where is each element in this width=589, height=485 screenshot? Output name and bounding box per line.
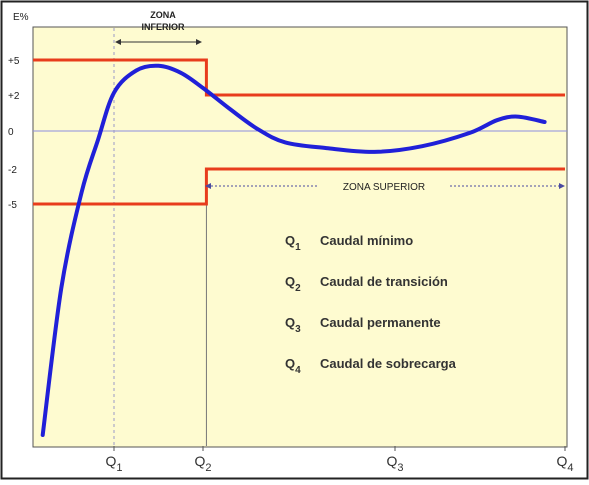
y-tick-label: -2	[8, 165, 17, 176]
zona-inferior-arrowhead	[115, 39, 121, 45]
zona-inferior-label: INFERIOR	[141, 22, 185, 32]
zona-inferior-label: ZONA	[150, 10, 176, 20]
legend-symbol: Q4	[285, 356, 301, 376]
x-tick-label: Q4	[556, 453, 573, 474]
legend-label: Caudal mínimo	[320, 233, 413, 248]
x-tick-label: Q1	[105, 453, 122, 474]
x-tick-label: Q3	[386, 453, 403, 474]
zona-superior-arrowhead	[559, 183, 565, 189]
y-tick-label: -5	[8, 200, 17, 211]
y-tick-label: +2	[8, 91, 20, 102]
legend-symbol: Q1	[285, 233, 301, 253]
zona-superior-label: ZONA SUPERIOR	[343, 182, 425, 193]
x-tick-label: Q2	[194, 453, 211, 474]
upper-limit-line	[33, 58, 565, 97]
error-curve	[40, 63, 547, 437]
y-axis-label: E%	[13, 12, 29, 23]
legend-symbol: Q3	[285, 315, 301, 335]
zona-superior-arrowhead	[205, 183, 211, 189]
plot-area	[32, 26, 568, 448]
legend-label: Caudal de transición	[320, 274, 448, 289]
legend-label: Caudal de sobrecarga	[320, 356, 457, 371]
legend-symbol: Q2	[285, 274, 301, 294]
y-tick-label: 0	[8, 127, 14, 138]
legend-label: Caudal permanente	[320, 315, 441, 330]
y-tick-label: +5	[8, 56, 20, 67]
zona-inferior-arrowhead	[196, 39, 202, 45]
